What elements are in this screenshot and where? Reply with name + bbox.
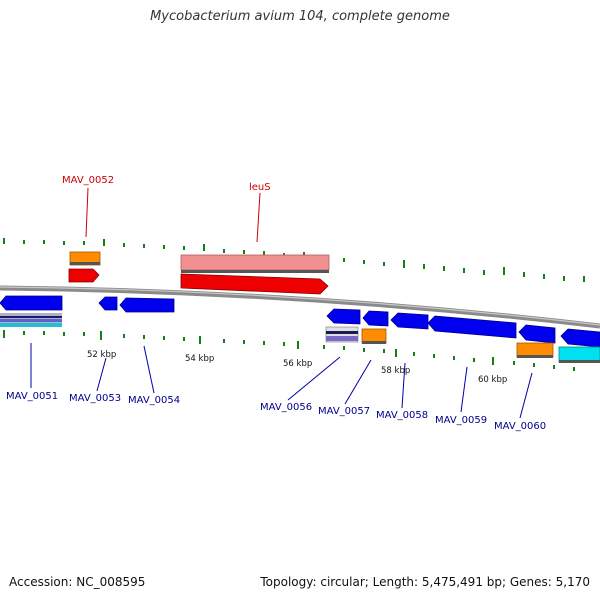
gene-leuS-shadow (181, 270, 329, 273)
gene-MAV_0060-orange[interactable] (516, 342, 554, 358)
label-leuS[interactable]: leuS (249, 182, 271, 193)
label-MAV_0051[interactable]: MAV_0051 (6, 391, 58, 402)
label-MAV_0059[interactable]: MAV_0059 (435, 415, 487, 426)
topology-text: Topology: circular; Length: 5,475,491 bp… (260, 575, 590, 589)
inner-tick-ring (3, 330, 575, 371)
gene-label-group: MAV_0052 leuS MAV_0051 MAV_0053 MAV_0054… (6, 175, 546, 432)
stripe-56b (326, 336, 358, 341)
label-MAV_0054[interactable]: MAV_0054 (128, 395, 180, 406)
stripe-3 (0, 323, 62, 327)
label-MAV_0057[interactable]: MAV_0057 (318, 406, 370, 417)
gene-MAV_0057-arrow[interactable] (362, 310, 389, 327)
map-title: Mycobacterium avium 104, complete genome (150, 9, 450, 24)
gene-MAV_0052-arrow[interactable] (68, 268, 100, 283)
gene-MAV_0057-orange[interactable] (361, 328, 387, 344)
gene-MAV_0058-arrow[interactable] (390, 312, 429, 330)
gene-MAV_0056-arrow[interactable] (326, 308, 361, 325)
kbp-label-group: 52 kbp 54 kbp 56 kbp 58 kbp 60 kbp (87, 350, 507, 385)
gene-MAV_0051-arrow[interactable] (0, 295, 63, 311)
gene-MAV_0054-arrow[interactable] (119, 297, 175, 313)
accession-text: Accession: NC_008595 (9, 575, 146, 589)
gene-next-arrow[interactable] (560, 328, 600, 348)
gene-MAV_0053-arrow[interactable] (98, 296, 118, 311)
gene-MAV_0060-arrow[interactable] (518, 324, 556, 344)
gene-leuS-arrow[interactable] (180, 273, 329, 295)
kbp-label-58: 58 kbp (381, 366, 410, 376)
gene-MAV_0057-shadow (362, 341, 386, 344)
kbp-label-54: 54 kbp (185, 354, 214, 364)
label-MAV_0060[interactable]: MAV_0060 (494, 421, 546, 432)
gene-next-shadow (559, 360, 600, 363)
gene-leuS-pink[interactable] (180, 254, 330, 271)
red-leader-lines (85, 187, 261, 243)
kbp-label-56: 56 kbp (283, 359, 312, 369)
gene-next-cyan[interactable] (558, 346, 600, 363)
gene-MAV_0060-shadow (517, 355, 553, 358)
genome-backbone-highlight (0, 286, 600, 326)
genome-backbone (0, 285, 600, 329)
label-MAV_0053[interactable]: MAV_0053 (69, 393, 121, 404)
stripe-2 (0, 319, 62, 322)
kbp-label-60: 60 kbp (478, 375, 507, 385)
stripe-1 (0, 316, 62, 318)
stripe-56a (326, 331, 358, 334)
gene-MAV_0052-shadow (70, 262, 100, 265)
kbp-label-52: 52 kbp (87, 350, 116, 360)
label-MAV_0058[interactable]: MAV_0058 (376, 410, 428, 421)
gene-MAV_0059-arrow[interactable] (427, 315, 517, 339)
label-MAV_0056[interactable]: MAV_0056 (260, 402, 312, 413)
label-MAV_0052[interactable]: MAV_0052 (62, 175, 114, 186)
blue-leader-lines (30, 343, 533, 419)
